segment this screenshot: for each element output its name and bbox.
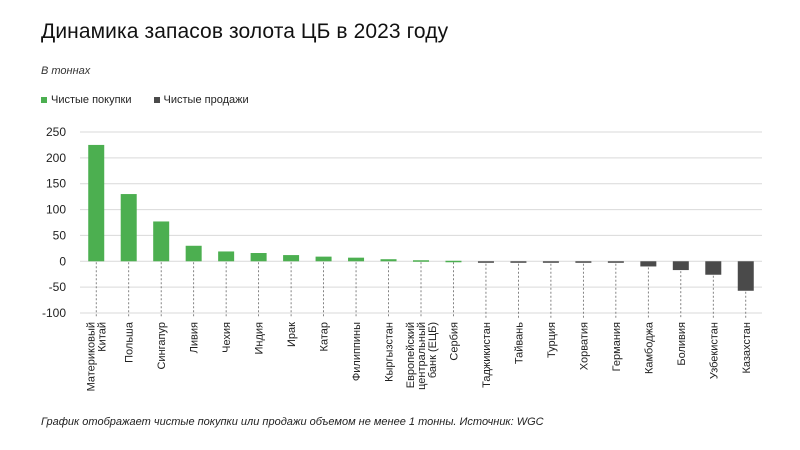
bar xyxy=(88,145,104,261)
x-tick-label: Европейскийцентральныйбанк (ЕЦБ) xyxy=(405,322,439,390)
bar xyxy=(445,261,461,263)
bar xyxy=(478,261,494,263)
bar xyxy=(738,261,754,290)
bar xyxy=(575,261,591,263)
x-tick-label: Кыргызстан xyxy=(384,322,396,382)
y-tick-label: 200 xyxy=(46,151,66,165)
x-tick-label: Сингапур xyxy=(156,322,168,370)
bar xyxy=(543,261,559,263)
bar xyxy=(283,255,299,261)
x-tick-label: Ливия xyxy=(189,322,201,353)
bar xyxy=(186,246,202,262)
y-tick-label: 150 xyxy=(46,177,66,191)
x-tick-label: Индия xyxy=(254,322,266,355)
y-tick-label: 100 xyxy=(46,203,66,217)
x-tick-label: Катар xyxy=(319,322,331,351)
bar xyxy=(413,260,429,262)
y-tick-label: 0 xyxy=(59,254,66,268)
x-tick-label: Сербия xyxy=(448,322,460,361)
bar xyxy=(153,221,169,261)
x-tick-label: Ирак xyxy=(286,322,298,347)
x-tick-label: Германия xyxy=(611,322,623,371)
y-tick-label: -100 xyxy=(42,306,66,320)
bar xyxy=(608,261,624,263)
x-tick-label: Филиппины xyxy=(351,322,363,381)
bar xyxy=(348,258,364,262)
bar xyxy=(705,261,721,274)
x-tick-label: МатериковыйКитай xyxy=(86,322,109,391)
x-tick-label: Турция xyxy=(546,322,558,358)
x-tick-label: Узбекистан xyxy=(708,322,720,379)
x-tick-label: Боливия xyxy=(676,322,688,366)
bar xyxy=(381,259,397,261)
bar xyxy=(673,261,689,270)
y-tick-label: 250 xyxy=(46,125,66,139)
bar xyxy=(640,261,656,266)
x-tick-label: Польша xyxy=(124,321,136,363)
y-tick-label: -50 xyxy=(49,280,67,294)
y-tick-label: 50 xyxy=(53,228,67,242)
x-tick-label: Казахстан xyxy=(741,322,753,374)
bar xyxy=(316,257,332,262)
bar xyxy=(510,261,526,263)
x-tick-label: Тайвань xyxy=(513,322,525,364)
x-tick-label: Таджикистан xyxy=(481,322,493,388)
bar xyxy=(121,194,137,261)
x-tick-label: Чехия xyxy=(221,322,233,353)
bar xyxy=(218,251,234,261)
footnote: График отображает чистые покупки или про… xyxy=(41,416,544,428)
x-tick-label: Камбоджа xyxy=(643,321,655,374)
x-tick-label: Хорватия xyxy=(578,322,590,370)
bar xyxy=(251,253,267,261)
